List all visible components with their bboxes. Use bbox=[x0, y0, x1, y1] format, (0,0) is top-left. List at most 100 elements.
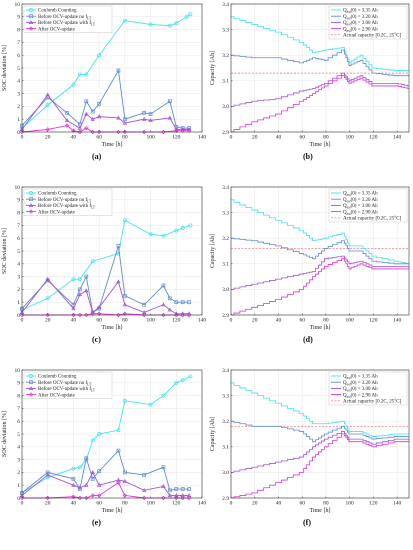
y-tick-label: 8 bbox=[17, 393, 20, 399]
series-2 bbox=[231, 255, 409, 290]
series-line bbox=[231, 255, 409, 290]
x-tick-label: 20 bbox=[45, 501, 51, 507]
y-tick-label: 3.2 bbox=[222, 236, 229, 242]
y-tick-label: 8 bbox=[17, 210, 20, 216]
legend-label: Before OCV-update with fLT bbox=[38, 204, 96, 210]
data-point bbox=[174, 128, 179, 133]
data-point bbox=[161, 495, 166, 501]
x-tick-label: 80 bbox=[323, 501, 329, 507]
y-tick-label: 3.1 bbox=[222, 262, 229, 268]
data-point bbox=[180, 495, 185, 501]
data-point bbox=[186, 312, 192, 318]
legend-label: Qest(0) = 3.35 Ah bbox=[343, 192, 378, 198]
x-tick-label: 140 bbox=[393, 501, 402, 507]
y-tick-label: 3.2 bbox=[222, 419, 229, 425]
chart-panel-a: 0 20 40 60 80 100 120 140 0 1 2 3 4 5 6 7 8 9 10 Time [h] SO… bbox=[0, 0, 206, 148]
chart-svg-b: 0 20 40 60 80 100 120 140 2.9 3.0 3.1 3.2 3.3 3.4 Time… bbox=[210, 2, 410, 148]
chart-svg-e: 0 20 40 60 80 100 120 140 0 1 2 3 4 5 6 7 8 9 10 Time [h] SO… bbox=[2, 368, 206, 514]
y-tick-label: 9 bbox=[17, 15, 20, 21]
y-tick-label: 7 bbox=[17, 223, 20, 229]
x-tick-label: 20 bbox=[252, 501, 258, 507]
data-point bbox=[84, 288, 89, 293]
legend-label: Qest(0) = 3.35 Ah bbox=[343, 9, 378, 15]
legend-label: After OCV-update bbox=[38, 393, 76, 398]
x-tick-label: 0 bbox=[21, 318, 24, 324]
legend-box bbox=[328, 5, 408, 40]
data-point bbox=[161, 129, 166, 135]
series-2 bbox=[19, 470, 192, 497]
data-point bbox=[180, 300, 185, 305]
x-tick-label: 140 bbox=[393, 135, 402, 141]
x-tick-label: 100 bbox=[346, 501, 355, 507]
y-tick-label: 3.0 bbox=[222, 104, 229, 110]
data-point bbox=[186, 495, 192, 501]
data-point bbox=[28, 392, 34, 397]
legend-label: Actual capacity [0.2C, 25°C] bbox=[343, 34, 402, 39]
y-tick-label: 0 bbox=[17, 130, 20, 136]
data-point bbox=[77, 495, 83, 501]
legend-box bbox=[23, 371, 113, 399]
x-tick-label: 40 bbox=[71, 318, 77, 324]
legend-label: Qest(0) = 2.90 Ah bbox=[343, 393, 378, 399]
data-point bbox=[29, 380, 33, 385]
y-tick-label: 3.4 bbox=[222, 2, 229, 8]
data-point bbox=[19, 312, 25, 318]
series-line bbox=[231, 49, 409, 77]
y-tick-label: 7 bbox=[17, 406, 20, 412]
legend-label: Coulomb Counting bbox=[38, 192, 77, 197]
axes-frame bbox=[230, 186, 410, 316]
y-tick-label: 0 bbox=[17, 313, 20, 319]
data-point bbox=[184, 14, 189, 19]
series-0 bbox=[20, 218, 193, 312]
x-tick-label: 20 bbox=[45, 135, 51, 141]
x-tick-label: 100 bbox=[346, 318, 355, 324]
data-point bbox=[45, 276, 50, 281]
y-axis-label: SOC deviation [%] bbox=[2, 411, 8, 457]
data-point bbox=[97, 469, 101, 473]
series-1 bbox=[231, 49, 409, 77]
data-point bbox=[141, 312, 147, 318]
data-point bbox=[180, 487, 185, 491]
data-point bbox=[90, 311, 95, 316]
x-axis-label: Time [h] bbox=[102, 142, 123, 148]
caption-a: (a) bbox=[92, 152, 102, 161]
series-1 bbox=[231, 237, 409, 265]
data-point bbox=[122, 129, 128, 135]
series-line bbox=[21, 245, 190, 314]
x-axis-label: Time [h] bbox=[310, 142, 331, 148]
y-tick-label: 9 bbox=[17, 381, 20, 387]
y-tick-label: 3.0 bbox=[222, 470, 229, 476]
data-point bbox=[174, 487, 179, 491]
chart-svg-d: 0 20 40 60 80 100 120 140 2.9 3.0 3.1 3.2 3.3 3.4 Time… bbox=[210, 185, 410, 331]
series-3 bbox=[231, 258, 409, 316]
chart-panel-d: 0 20 40 60 80 100 120 140 2.9 3.0 3.1 3.2 3.3 3.4 Time… bbox=[207, 183, 413, 331]
data-point bbox=[174, 312, 179, 318]
series-0 bbox=[231, 16, 409, 71]
y-tick-label: 1 bbox=[17, 117, 20, 123]
data-point bbox=[174, 380, 179, 385]
series-line bbox=[21, 375, 191, 494]
data-point bbox=[141, 495, 147, 501]
chart-panel-e: 0 20 40 60 80 100 120 140 0 1 2 3 4 5 6 7 8 9 10 Time [h] SO… bbox=[0, 366, 206, 514]
data-point bbox=[64, 118, 70, 123]
data-point bbox=[84, 274, 89, 279]
y-tick-label: 1 bbox=[17, 300, 20, 306]
chart-panel-c: 0 20 40 60 80 100 120 140 0 1 2 3 4 5 6 7 8 9 10 Time [h] SO… bbox=[0, 183, 206, 331]
data-point bbox=[188, 12, 193, 17]
legend-label: Qest(0) = 3.20 Ah bbox=[343, 15, 378, 21]
tick-labels: 0 20 40 60 80 100 120 140 0 1 2 3 4 5 6 7 8 9 10 bbox=[15, 2, 207, 141]
y-tick-label: 3 bbox=[17, 91, 20, 97]
x-axis-label: Time [h] bbox=[310, 508, 331, 514]
data-point bbox=[71, 277, 76, 282]
data-point bbox=[161, 393, 166, 398]
data-point bbox=[28, 203, 34, 207]
legend-label: Qest(0) = 3.00 Ah bbox=[343, 21, 378, 27]
legend-label: After OCV-update bbox=[38, 210, 76, 215]
series-line bbox=[21, 13, 191, 129]
series-line bbox=[21, 471, 190, 496]
series-0 bbox=[231, 382, 409, 437]
data-point bbox=[148, 232, 153, 237]
data-point bbox=[71, 494, 76, 499]
data-point bbox=[174, 300, 179, 305]
